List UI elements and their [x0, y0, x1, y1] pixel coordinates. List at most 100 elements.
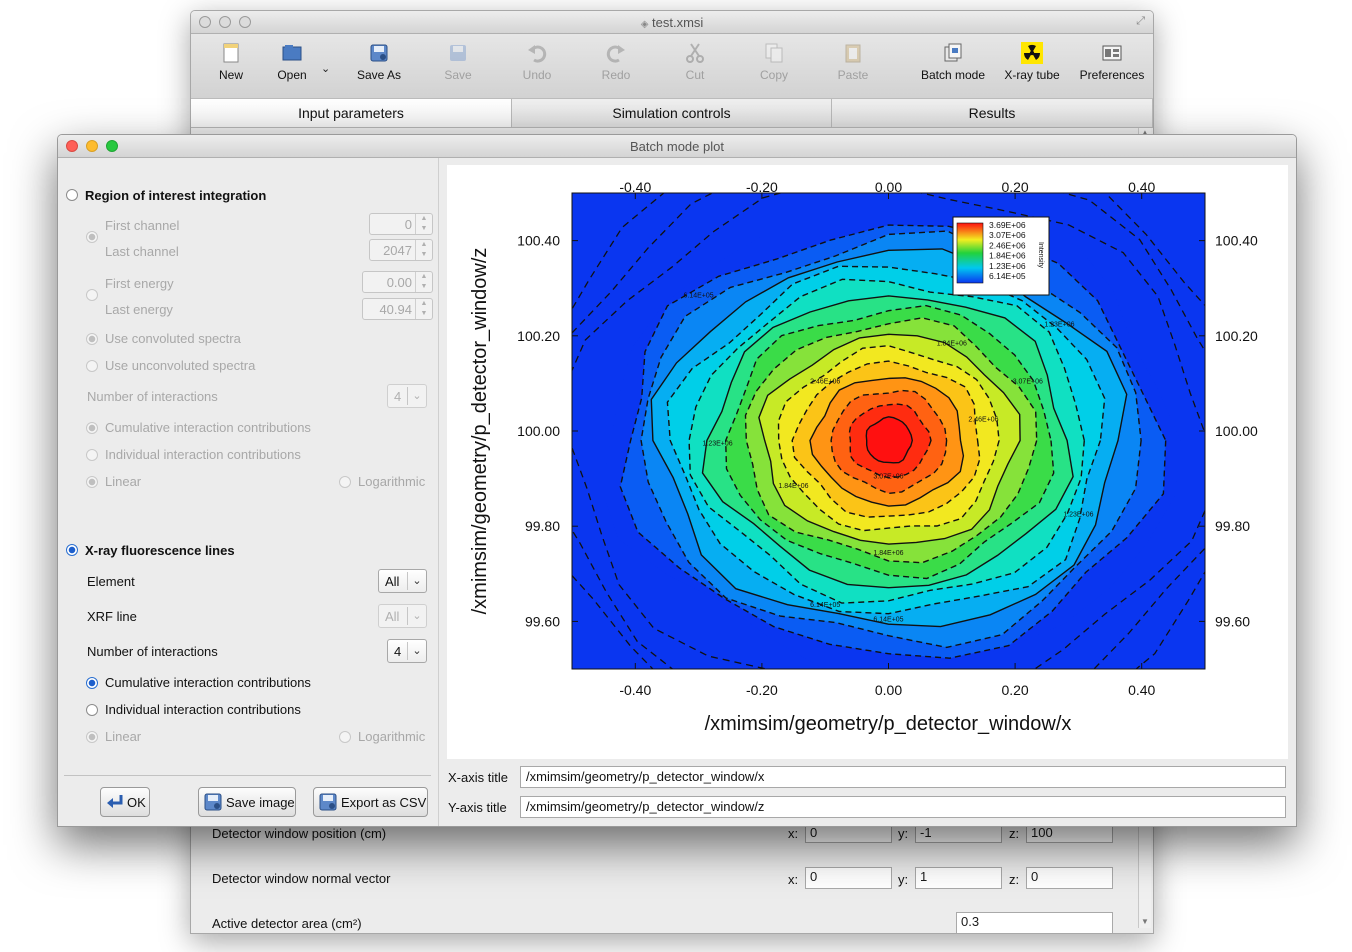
normal-y-input[interactable]: 1	[915, 867, 1002, 889]
close-button[interactable]	[199, 16, 211, 28]
xrf-cumulative-label: Cumulative interaction contributions	[105, 675, 311, 690]
ok-button[interactable]: OK	[100, 787, 150, 817]
first-channel-spinner[interactable]: 0 ▲ ▼	[369, 213, 433, 235]
minimize-button[interactable]	[86, 140, 98, 152]
roi-individual-radio[interactable]	[86, 449, 98, 461]
xrf-logarithmic-label: Logarithmic	[358, 729, 426, 744]
contour-value-label: 1.84E+06	[778, 483, 808, 490]
scroll-up-icon[interactable]: ▲	[1141, 128, 1149, 137]
x-ray-tube-button[interactable]: X-ray tube	[994, 42, 1070, 94]
xrf-linear-radio[interactable]	[86, 731, 98, 743]
contour-band	[866, 416, 913, 463]
channel-range-radio[interactable]	[86, 231, 98, 243]
xrf-radio[interactable]	[66, 544, 78, 556]
batch-mode-icon	[944, 43, 962, 62]
y-axis-title-input[interactable]: /xmimsim/geometry/p_detector_window/z	[520, 796, 1286, 818]
new-document-icon	[223, 43, 239, 63]
x-tick-label-top: 0.40	[1128, 179, 1155, 195]
y-tick-label-right: 100.40	[1215, 233, 1258, 249]
paste-label: Paste	[837, 68, 869, 82]
open-recent-chevron-icon[interactable]: ⌄	[321, 63, 331, 75]
roi-radio[interactable]	[66, 189, 78, 201]
tab-input-parameters[interactable]: Input parameters	[191, 99, 512, 127]
x-tick-label: -0.20	[746, 682, 778, 698]
convoluted-radio[interactable]	[86, 333, 98, 345]
contour-line	[830, 389, 948, 495]
x-tick-label: 0.40	[1128, 682, 1155, 698]
y-tick-label: 100.40	[517, 233, 560, 249]
tab-results[interactable]: Results	[832, 99, 1153, 127]
xrf-logarithmic-radio[interactable]	[339, 731, 351, 743]
spin-arrows-icon[interactable]: ▲ ▼	[415, 240, 432, 260]
zoom-button[interactable]	[239, 16, 251, 28]
roi-num-interactions-select[interactable]: 4 ⌄	[387, 384, 427, 408]
roi-logarithmic-radio[interactable]	[339, 476, 351, 488]
y-tick-label: 100.00	[517, 423, 560, 439]
x-tick-label: 0.20	[1001, 682, 1028, 698]
new-button[interactable]: New	[193, 42, 269, 94]
energy-range-radio[interactable]	[86, 289, 98, 301]
export-csv-label: Export as CSV	[341, 795, 427, 810]
close-button[interactable]	[66, 140, 78, 152]
x-tick-label: -0.40	[619, 682, 651, 698]
first-channel-label: First channel	[105, 218, 180, 233]
x-ray-tube-label: X-ray tube	[1004, 68, 1060, 82]
roi-num-interactions-label: Number of interactions	[87, 389, 218, 404]
panel-divider[interactable]	[438, 158, 439, 826]
batch-mode-button[interactable]: Batch mode	[915, 42, 991, 94]
paste-button[interactable]: Paste	[815, 42, 891, 94]
xrf-cumulative-radio[interactable]	[86, 677, 98, 689]
detector-window-position-label: Detector window position (cm)	[212, 826, 387, 841]
colorbar	[956, 222, 984, 284]
save-image-button[interactable]: Save image	[198, 787, 296, 817]
zoom-button[interactable]	[106, 140, 118, 152]
preferences-button[interactable]: Preferences	[1074, 42, 1150, 94]
active-detector-area-input[interactable]: 0.3	[956, 912, 1113, 933]
xrf-individual-radio[interactable]	[86, 704, 98, 716]
main-toolbar: New Open ⌄ Save As Save Undo Redo Cut	[191, 34, 1153, 98]
redo-button[interactable]: Redo	[578, 42, 654, 94]
spin-arrows-icon[interactable]: ▲ ▼	[415, 272, 432, 292]
open-label: Open	[277, 68, 307, 82]
x-axis-title-input[interactable]: /xmimsim/geometry/p_detector_window/x	[520, 766, 1286, 788]
y-tick-label-right: 99.80	[1215, 518, 1250, 534]
cut-button[interactable]: Cut	[657, 42, 733, 94]
xrf-line-select[interactable]: All ⌄	[378, 604, 427, 628]
first-energy-spinner[interactable]: 0.00 ▲ ▼	[362, 271, 433, 293]
last-energy-spinner[interactable]: 40.94 ▲ ▼	[362, 298, 433, 320]
last-channel-spinner[interactable]: 2047 ▲ ▼	[369, 239, 433, 261]
roi-linear-radio[interactable]	[86, 476, 98, 488]
y-tick-label-right: 100.00	[1215, 423, 1258, 439]
undo-button[interactable]: Undo	[499, 42, 575, 94]
open-button[interactable]: Open	[254, 42, 330, 94]
normal-x-input[interactable]: 0	[805, 867, 892, 889]
save-as-button[interactable]: Save As	[341, 42, 417, 94]
legend-tick-label: 3.07E+06	[989, 230, 1026, 240]
x-label: x:	[788, 872, 799, 887]
scroll-down-icon[interactable]: ▼	[1141, 917, 1149, 926]
chevron-down-icon: ⌄	[407, 607, 426, 625]
normal-z-input[interactable]: 0	[1026, 867, 1113, 889]
y-label: y:	[898, 872, 909, 887]
xrf-num-interactions-select[interactable]: 4 ⌄	[387, 639, 427, 663]
undo-icon	[528, 45, 547, 63]
roi-cumulative-label: Cumulative interaction contributions	[105, 420, 311, 435]
contour-plot: 6.14E+05 1.23E+06 2.46E+06 2.46E+06 1.23E+06…	[447, 165, 1288, 759]
export-csv-button[interactable]: Export as CSV	[313, 787, 428, 817]
fullscreen-icon[interactable]: ⤢	[1136, 15, 1145, 27]
roi-cumulative-radio[interactable]	[86, 422, 98, 434]
unconvoluted-radio[interactable]	[86, 360, 98, 372]
copy-button[interactable]: Copy	[736, 42, 812, 94]
convoluted-label: Use convoluted spectra	[105, 331, 241, 346]
minimize-button[interactable]	[219, 16, 231, 28]
y-tick-label: 100.20	[517, 328, 560, 344]
save-button[interactable]: Save	[420, 42, 496, 94]
contour-value-label: 3.07E+06	[873, 474, 903, 481]
redo-label: Redo	[601, 68, 631, 82]
roi-logarithmic-label: Logarithmic	[358, 474, 426, 489]
options-panel: Region of interest integration First cha…	[58, 158, 438, 826]
spin-arrows-icon[interactable]: ▲ ▼	[415, 299, 432, 319]
tab-simulation-controls[interactable]: Simulation controls	[512, 99, 832, 127]
spin-arrows-icon[interactable]: ▲ ▼	[415, 214, 432, 234]
element-select[interactable]: All ⌄	[378, 569, 427, 593]
